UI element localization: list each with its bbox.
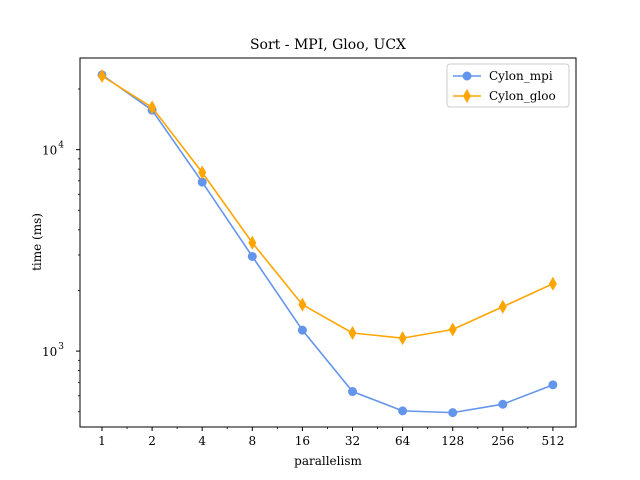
data-point	[348, 325, 357, 340]
x-axis: 1 2 4 8 16 32 64 128 256 512	[98, 427, 564, 448]
data-point	[148, 100, 157, 115]
data-point	[448, 322, 457, 337]
data-point	[448, 408, 458, 418]
y-tick-label: 103	[42, 342, 64, 359]
data-point	[247, 251, 257, 261]
y-tick-label: 104	[42, 141, 64, 158]
data-point	[498, 399, 508, 409]
y-axis: 103 104	[42, 88, 80, 413]
data-point	[248, 235, 257, 250]
x-tick-label: 64	[395, 434, 411, 448]
x-tick-label: 256	[491, 434, 514, 448]
data-point	[548, 276, 557, 291]
x-tick-label: 16	[295, 434, 310, 448]
series-cylon-gloo	[98, 69, 557, 346]
x-axis-label: parallelism	[294, 454, 362, 468]
data-point	[197, 177, 207, 187]
legend-label: Cylon_mpi	[489, 69, 553, 83]
plot-frame	[79, 57, 577, 428]
x-tick-label: 32	[345, 434, 360, 448]
data-point	[98, 69, 106, 84]
legend: Cylon_mpi Cylon_gloo	[446, 63, 570, 108]
data-point	[398, 331, 407, 346]
legend-marker	[463, 89, 471, 103]
data-point	[548, 380, 558, 390]
x-tick-label: 2	[148, 434, 156, 448]
x-tick-label: 512	[541, 434, 564, 448]
x-tick-label: 128	[441, 434, 464, 448]
data-point	[398, 406, 408, 416]
data-point	[297, 325, 307, 335]
y-axis-label: time (ms)	[30, 213, 44, 271]
data-point	[498, 299, 507, 314]
data-point	[198, 165, 207, 180]
series-cylon-mpi	[97, 70, 558, 418]
chart-title: Sort - MPI, Gloo, UCX	[250, 37, 406, 53]
data-point	[348, 387, 357, 397]
legend-marker	[462, 71, 472, 81]
series-line	[101, 74, 554, 414]
legend-label: Cylon_gloo	[489, 89, 556, 103]
x-tick-label: 8	[248, 434, 256, 448]
data-point	[298, 297, 307, 312]
x-tick-label: 4	[198, 434, 206, 448]
series-layer	[97, 69, 558, 418]
series-line	[101, 75, 554, 339]
x-tick-label: 1	[98, 434, 106, 448]
